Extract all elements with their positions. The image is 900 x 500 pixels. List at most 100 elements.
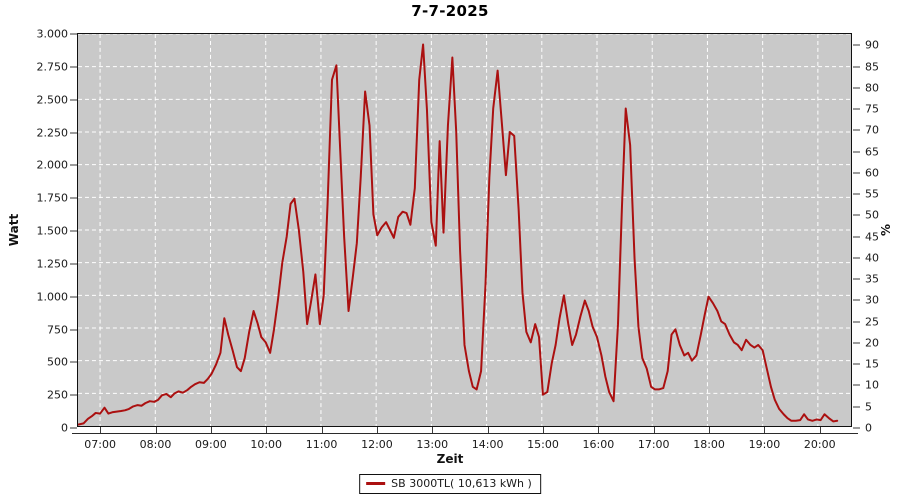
y-axis-left-tickmark: [70, 197, 77, 199]
y-axis-right-tickmark: [853, 193, 860, 195]
y-axis-left-tick-label: 1.750: [36, 191, 69, 205]
y-axis-right-tick-label: 0: [865, 421, 872, 435]
y-axis-left-tickmark: [70, 164, 77, 166]
x-axis-baseline: [72, 433, 858, 434]
x-axis-tickmark: [487, 427, 489, 433]
y-axis-left-tickmark: [70, 361, 77, 363]
x-axis-tick-label: 20:00: [803, 438, 836, 451]
y-axis-left-tick-label: 1.500: [36, 224, 69, 238]
y-axis-left-tick-label: 2.250: [36, 126, 69, 139]
x-axis-tickmark: [653, 427, 655, 433]
x-axis-tick-label: 08:00: [139, 438, 172, 451]
series-layer: [78, 43, 839, 426]
y-axis-right-tickmark: [853, 342, 860, 344]
y-axis-right-tick-label: 65: [865, 145, 879, 159]
x-axis-tickmark: [819, 427, 821, 433]
y-axis-left-tickmark: [70, 427, 77, 429]
chart-legend: SB 3000TL( 10,613 kWh ): [359, 474, 541, 494]
x-axis-tick-label: 16:00: [582, 438, 615, 451]
y-axis-left-tick-label: 3.000: [36, 27, 69, 41]
y-axis-left-tickmark: [70, 33, 77, 35]
x-axis-tick-label: 14:00: [471, 438, 504, 451]
chart-title: 7-7-2025: [411, 2, 489, 20]
y-axis-right-tickmark: [853, 172, 860, 174]
y-axis-right-tick-label: 15: [865, 357, 879, 371]
y-axis-left-tick-label: 2.000: [36, 158, 69, 172]
y-axis-right-tick-label: 30: [865, 293, 879, 307]
y-axis-left-tick-label: 2.750: [36, 60, 69, 74]
y-axis-right-tick-label: 20: [865, 336, 879, 350]
y-axis-right-tickmark: [853, 44, 860, 46]
plot-area: [77, 33, 852, 427]
y-axis-right-tick-label: 35: [865, 272, 879, 286]
y-axis-left-tick-label: 0: [61, 421, 68, 435]
y-axis-right-tick-label: 5: [865, 400, 872, 414]
x-axis-tickmark: [155, 427, 157, 433]
y-axis-left-tick-label: 1.250: [36, 257, 69, 271]
x-axis-tick-label: 19:00: [748, 438, 781, 451]
y-axis-left: 0 250 500 750 1.000 1.250 1.500 1.750 2.000 2.250…: [0, 28, 77, 435]
y-axis-right-tick-label: 25: [865, 315, 879, 329]
x-axis-tick-label: 09:00: [194, 438, 227, 451]
y-axis-right-tick-label: 50: [865, 208, 879, 222]
y-axis-right-tickmark: [853, 299, 860, 301]
y-axis-right-tickmark: [853, 278, 860, 280]
y-axis-left-tickmark: [70, 230, 77, 232]
y-axis-right: 0 5 10 15 20 25 30 35 40 45 50 55 60 65 70 75 80 85 90: [852, 33, 900, 435]
x-axis-tick-label: 10:00: [250, 438, 283, 451]
legend-line-swatch: [366, 482, 386, 485]
y-axis-right-tick-label: 80: [865, 81, 879, 95]
y-axis-left-tick-label: 500: [47, 355, 68, 369]
y-axis-right-tickmark: [853, 257, 860, 259]
y-axis-left-tickmark: [70, 329, 77, 330]
y-axis-right-tick-label: 10: [865, 378, 879, 392]
x-axis-tickmark: [543, 427, 544, 433]
y-axis-right-tickmark: [853, 129, 860, 131]
y-axis-right-tickmark: [853, 151, 860, 153]
y-axis-right-tick-label: 75: [865, 102, 879, 116]
x-axis-tick-label: 18:00: [693, 438, 725, 451]
y-axis-left-tick-label: 250: [47, 388, 68, 402]
y-axis-right-tick-label: 60: [865, 166, 879, 180]
y-axis-right-tick-label: 55: [865, 187, 879, 201]
x-axis-tickmark: [709, 427, 711, 433]
x-axis-tickmark: [598, 427, 600, 433]
x-axis-tick-label: 07:00: [84, 438, 116, 451]
y-axis-left-tickmark: [70, 263, 77, 265]
x-axis-tickmark: [266, 427, 268, 433]
y-axis-right-tickmark: [853, 406, 860, 408]
y-axis-right-tickmark: [853, 384, 860, 386]
x-axis-tick-label: 17:00: [637, 438, 670, 451]
y-axis-right-tickmark: [853, 214, 860, 216]
y-axis-left-tick-label: 1.000: [36, 290, 69, 304]
y-axis-left-tickmark: [70, 394, 77, 396]
y-axis-right-title: %: [878, 33, 894, 427]
y-axis-right-tickmark: [853, 321, 860, 323]
y-axis-right-tick-label: 70: [865, 123, 879, 137]
y-axis-right-tickmark: [853, 66, 860, 68]
x-axis-tickmark: [321, 427, 323, 433]
x-axis-title: Zeit: [436, 452, 464, 466]
y-axis-right-tick-label: 45: [865, 230, 879, 244]
legend-entry-label: SB 3000TL( 10,613 kWh ): [391, 477, 532, 490]
y-axis-left-tickmark: [70, 66, 77, 68]
x-axis-tick-label: 15:00: [527, 438, 559, 451]
x-axis-tickmark: [376, 427, 378, 433]
y-axis-left-tickmark: [70, 132, 77, 133]
y-axis-right-tickmark: [853, 236, 860, 238]
x-axis-tickmark: [100, 427, 102, 433]
y-axis-right-tickmark: [853, 363, 860, 365]
y-axis-right-tickmark: [853, 108, 860, 110]
y-axis-left-tick-label: 750: [47, 323, 68, 336]
y-axis-right-tick-label: 85: [865, 60, 879, 74]
y-axis-left-tickmark: [70, 296, 77, 298]
x-axis-tickmark: [210, 427, 212, 433]
x-axis-tickmark: [432, 427, 434, 433]
x-axis-tick-label: 13:00: [416, 438, 449, 451]
y-axis-right-tick-label: 40: [865, 251, 879, 265]
x-axis-tick-label: 11:00: [305, 438, 338, 451]
y-axis-left-tickmark: [70, 99, 77, 101]
grid-layer: [78, 34, 851, 426]
x-axis-tick-label: 12:00: [361, 438, 393, 451]
